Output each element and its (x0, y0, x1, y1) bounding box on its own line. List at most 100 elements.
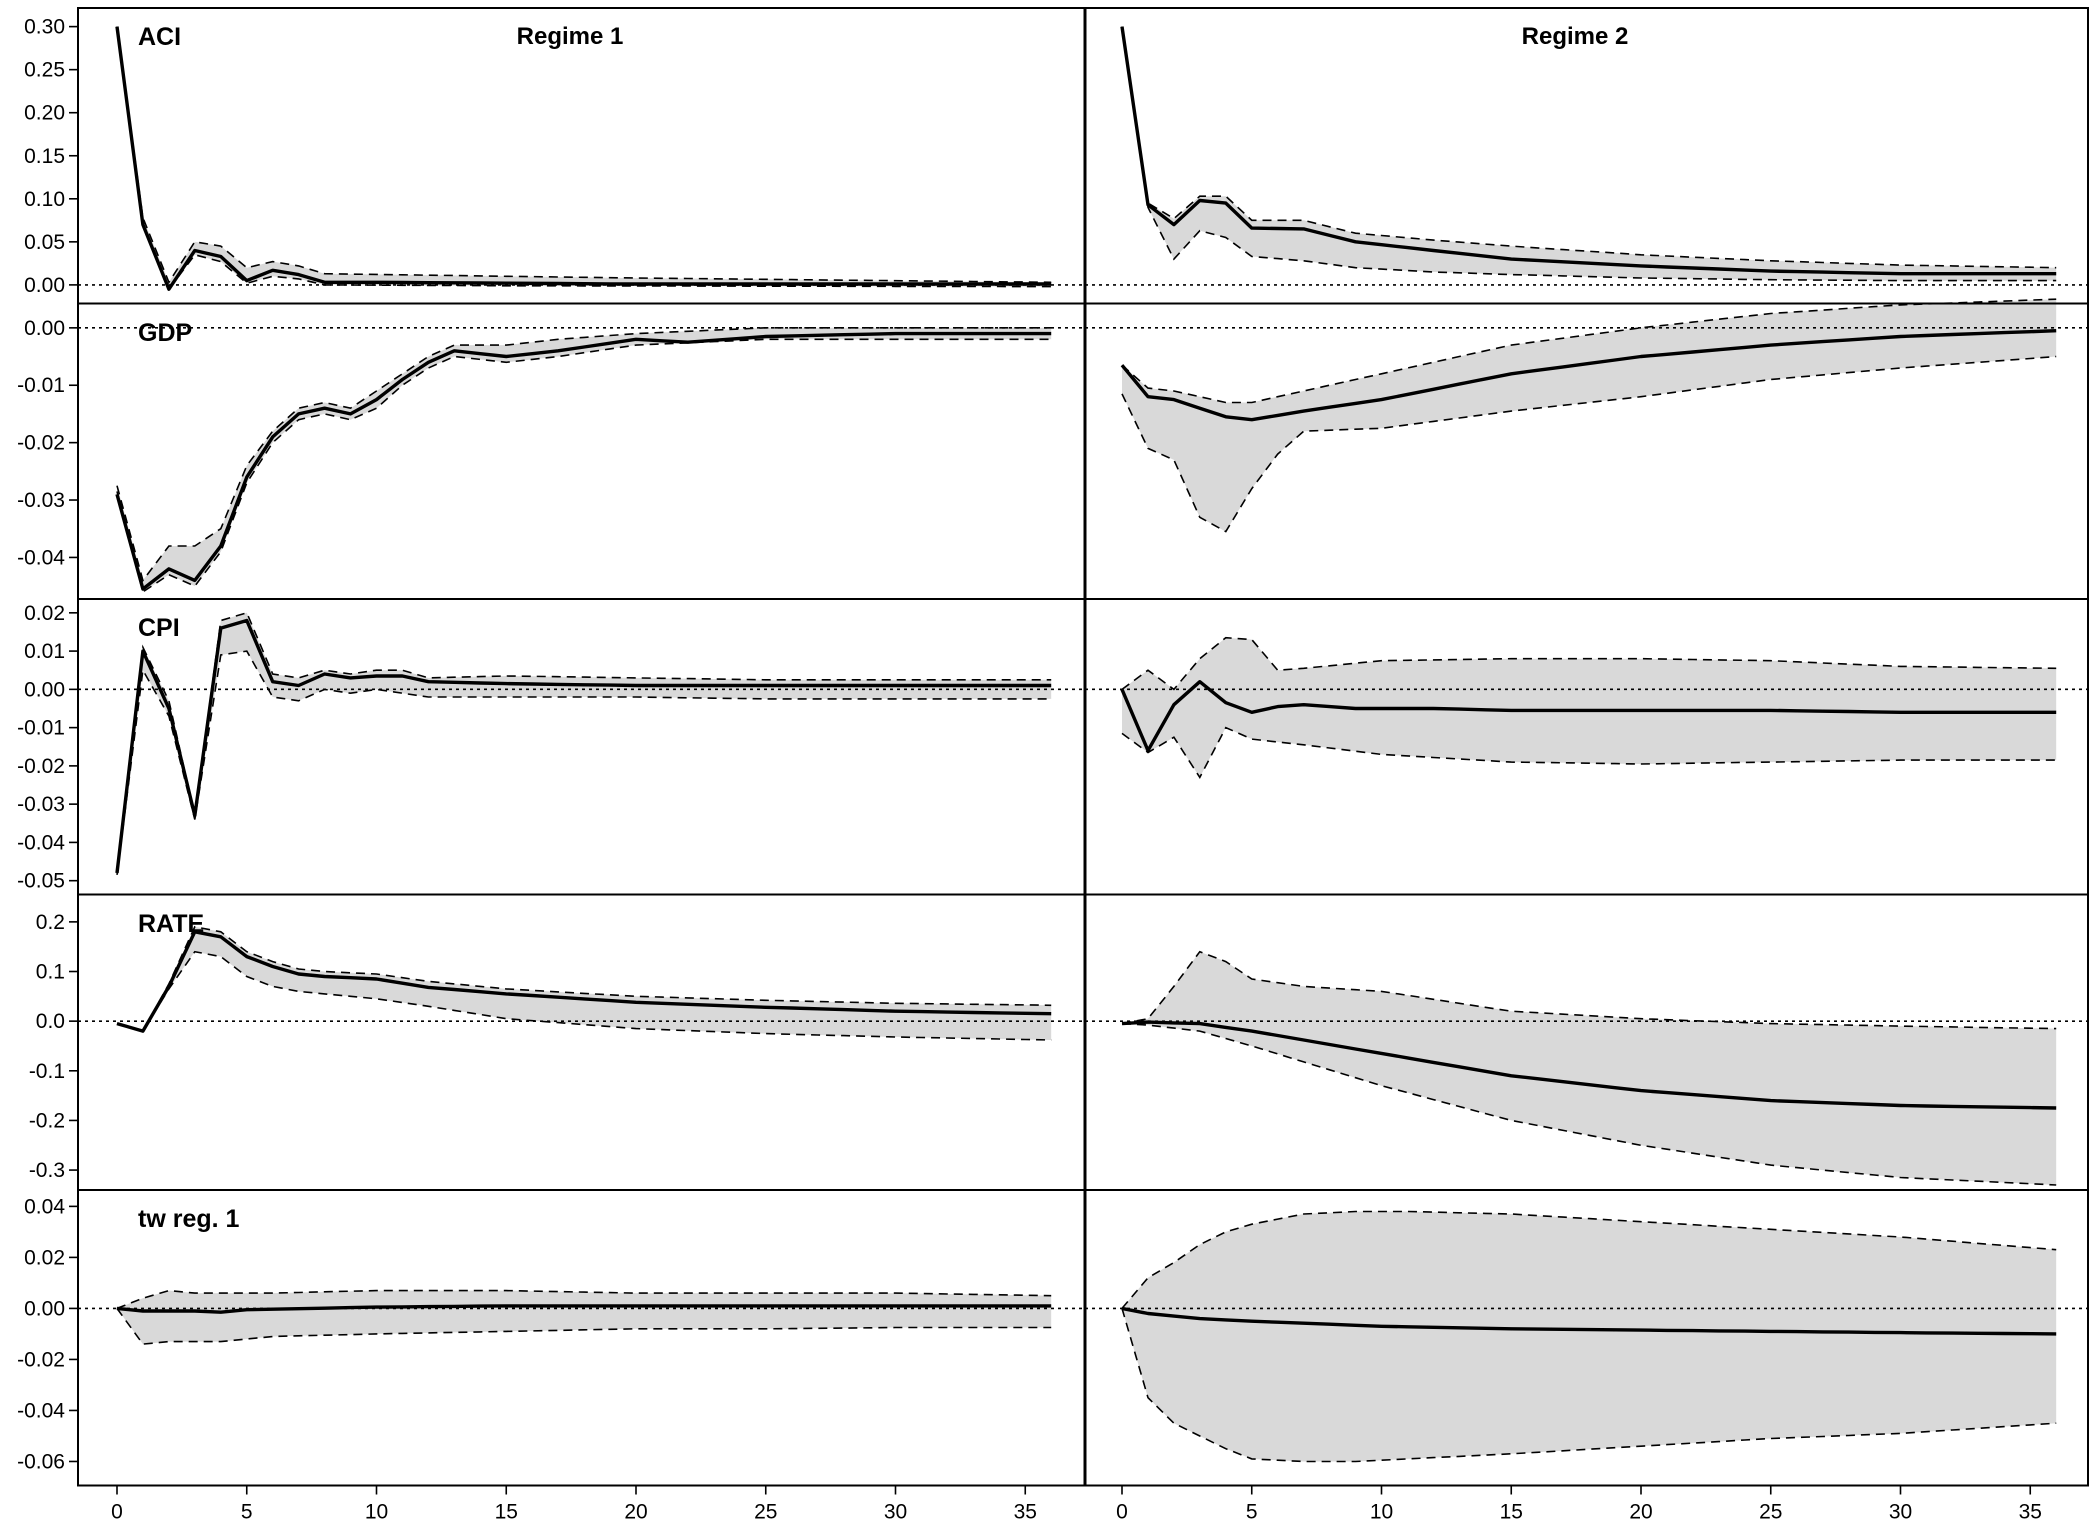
panel-rate-regime-1 (78, 925, 1085, 1041)
y-tick-label: -0.04 (17, 1399, 65, 1422)
median-response-line (1120, 26, 2057, 276)
y-tick-label: -0.2 (29, 1109, 65, 1132)
upper-bound-line (1121, 298, 2057, 404)
lower-bound-line (116, 26, 1052, 291)
x-tick-label: 25 (1759, 1501, 1782, 1524)
median-response-line (1121, 1020, 2057, 1110)
panel-label-aci: ACI (138, 23, 181, 51)
y-tick-label: 0.02 (24, 602, 65, 625)
plot-frame (77, 7, 2089, 1487)
y-tick-label: -0.03 (17, 793, 65, 816)
regime-1-title: Regime 1 (517, 23, 624, 50)
x-tick-label: 15 (1500, 1501, 1523, 1524)
confidence-band (117, 1290, 1052, 1345)
panel-label-gdp: GDP (138, 319, 192, 347)
confidence-band (1122, 299, 2057, 532)
label-layer: Regime 1 Regime 2 ACI GDP CPI RATE tw re… (138, 23, 1628, 1233)
y-tick-label: 0.10 (24, 188, 65, 211)
y-tick-label: 0.00 (24, 274, 65, 297)
panel-tw-reg-1-regime-2 (1085, 1210, 2088, 1463)
y-axis-rate: 0.2 0.1 0.0 -0.1 -0.2 -0.3 (29, 911, 78, 1182)
x-tick-label: 5 (241, 1501, 253, 1524)
confidence-band (1122, 637, 2057, 778)
x-tick-label: 35 (1014, 1501, 1037, 1524)
x-tick-label: 0 (111, 1501, 123, 1524)
panel-label-cpi: CPI (138, 614, 180, 642)
median-response-line (115, 26, 1052, 291)
confidence-band (1122, 1211, 2057, 1462)
x-tick-label: 15 (495, 1501, 518, 1524)
lower-bound-line (1121, 1022, 2057, 1186)
x-tick-label: 0 (1116, 1501, 1128, 1524)
y-tick-label: 0.25 (24, 59, 65, 82)
upper-bound-line (1121, 636, 2057, 691)
y-tick-label: 0.01 (24, 640, 65, 663)
upper-bound-line (116, 26, 1052, 285)
panel-label-rate: RATE (138, 910, 204, 938)
lower-bound-line (116, 650, 1052, 876)
y-tick-label: -0.02 (17, 1348, 65, 1371)
y-tick-label: -0.05 (17, 870, 65, 893)
axis-layer: 0.000.050.100.150.200.250.300.00-0.01-0.… (17, 16, 2042, 1524)
median-response-line (115, 618, 1052, 874)
panel-cpi-regime-1 (78, 611, 1085, 876)
lower-bound-line (1121, 726, 2057, 779)
lower-bound-line (1121, 355, 2057, 533)
panel-gdp-regime-1 (78, 326, 1085, 594)
median-response-line (116, 1304, 1052, 1314)
panel-aci-regime-1 (78, 26, 1085, 291)
y-axis-aci: 0.00 0.05 0.10 0.15 0.20 0.25 0.30 (24, 16, 78, 297)
confidence-band (117, 926, 1052, 1040)
panel-aci-regime-2 (1085, 26, 2088, 286)
x-tick-label: 35 (2019, 1501, 2042, 1524)
y-tick-label: 0.15 (24, 145, 65, 168)
y-tick-label: 0.04 (24, 1195, 65, 1218)
y-tick-label: 0.05 (24, 231, 65, 254)
y-tick-label: -0.1 (29, 1060, 65, 1083)
upper-bound-line (1121, 1210, 2057, 1309)
y-axis-tw-reg-1: 0.04 0.02 0.00 -0.02 -0.04 -0.06 (17, 1195, 78, 1473)
panel-tw-reg-1-regime-1 (78, 1289, 1085, 1345)
median-response-line (116, 930, 1052, 1033)
lower-bound-line (116, 1307, 1052, 1345)
upper-bound-line (116, 925, 1052, 1033)
y-tick-label: 0.20 (24, 102, 65, 125)
x-tick-label: 25 (754, 1501, 777, 1524)
y-tick-label: -0.03 (17, 489, 65, 512)
x-tick-label: 30 (884, 1501, 907, 1524)
y-tick-label: 0.02 (24, 1246, 65, 1269)
x-tick-label: 10 (1370, 1501, 1393, 1524)
upper-bound-line (1121, 950, 2057, 1030)
y-tick-label: 0.00 (24, 678, 65, 701)
y-tick-label: -0.3 (29, 1159, 65, 1182)
upper-bound-line (1121, 26, 2057, 269)
y-tick-label: 0.1 (36, 961, 65, 984)
y-tick-label: -0.04 (17, 546, 65, 569)
x-tick-label: 20 (624, 1501, 647, 1524)
x-tick-label: 20 (1629, 1501, 1652, 1524)
plot-layer (78, 26, 2088, 1463)
y-tick-label: 0.0 (36, 1010, 65, 1033)
upper-bound-line (116, 326, 1052, 583)
y-axis-gdp: 0.00 -0.01 -0.02 -0.03 -0.04 (17, 317, 78, 569)
y-axis-cpi: 0.02 0.01 0.00 -0.01 -0.02 -0.03 -0.04 -0.05 (17, 602, 78, 893)
median-response-line (115, 331, 1052, 591)
median-response-line (1121, 1306, 2057, 1336)
panel-gdp-regime-2 (1085, 298, 2088, 533)
upper-bound-line (116, 611, 1052, 872)
y-tick-label: 0.30 (24, 16, 65, 39)
y-tick-label: 0.2 (36, 911, 65, 934)
confidence-band (1122, 951, 2057, 1185)
y-tick-label: -0.02 (17, 755, 65, 778)
lower-bound-line (116, 338, 1052, 594)
regime-2-title: Regime 2 (1522, 23, 1629, 50)
y-tick-label: 0.00 (24, 1297, 65, 1320)
x-tick-label: 10 (365, 1501, 388, 1524)
median-response-line (1120, 680, 2057, 753)
y-tick-label: -0.04 (17, 831, 65, 854)
y-tick-label: -0.01 (17, 717, 65, 740)
panel-label-tw: tw reg. 1 (138, 1205, 240, 1233)
lower-bound-line (1121, 26, 2057, 282)
y-tick-label: -0.06 (17, 1450, 65, 1473)
